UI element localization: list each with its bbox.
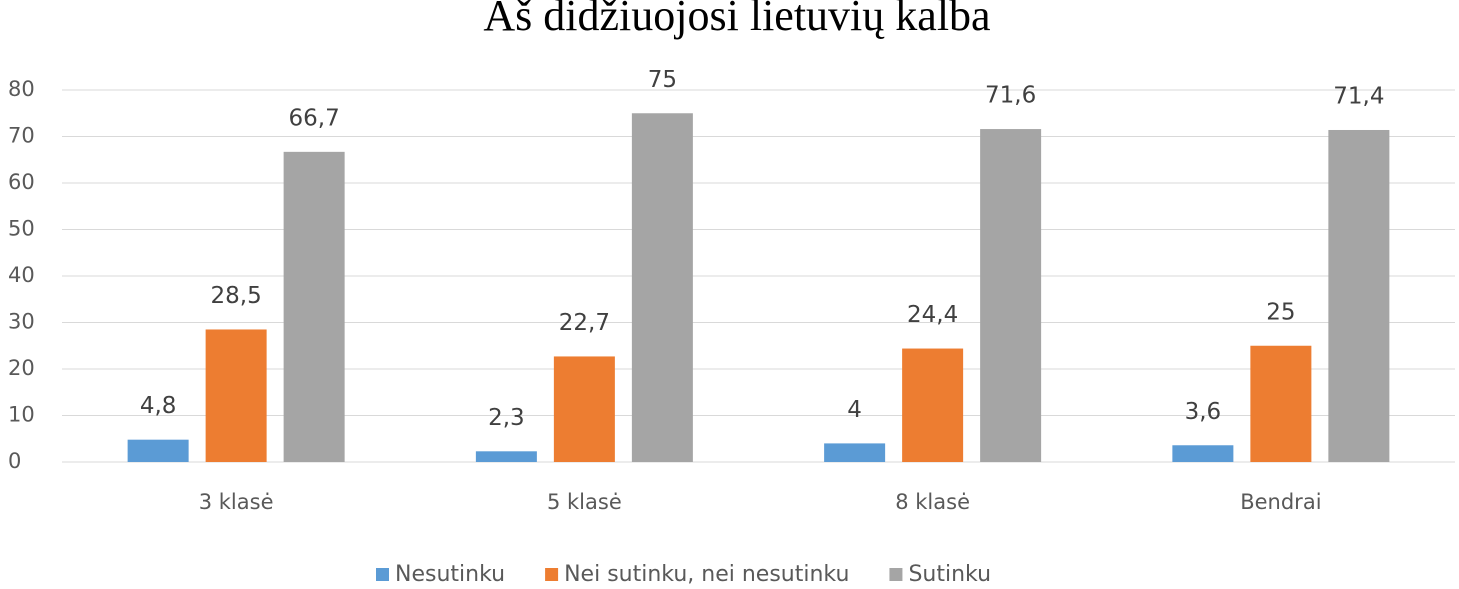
y-tick-label: 10 <box>8 403 35 427</box>
bar <box>553 356 615 462</box>
value-label: 2,3 <box>488 405 525 431</box>
value-label: 71,4 <box>1333 83 1384 109</box>
legend-swatch <box>545 568 559 581</box>
y-tick-label: 30 <box>8 310 35 334</box>
bar <box>283 151 345 462</box>
value-label: 24,4 <box>907 302 958 328</box>
bar <box>1250 345 1312 462</box>
value-label: 75 <box>648 67 677 93</box>
value-label: 66,7 <box>289 105 340 131</box>
value-label: 71,6 <box>985 83 1036 109</box>
bar <box>824 443 886 462</box>
legend-label: Sutinku <box>908 562 991 587</box>
bar <box>631 113 693 462</box>
y-tick-label: 70 <box>8 124 35 148</box>
x-tick-label: 3 klasė <box>199 490 274 514</box>
bar <box>902 348 964 462</box>
y-tick-label: 50 <box>8 217 35 241</box>
value-label: 22,7 <box>559 310 610 336</box>
bar <box>127 439 189 462</box>
legend-swatch <box>376 568 389 581</box>
bar <box>475 451 537 462</box>
bar <box>1172 445 1234 462</box>
bar <box>1328 129 1390 463</box>
y-tick-label: 60 <box>8 170 35 194</box>
value-label: 4 <box>847 397 862 423</box>
value-label: 28,5 <box>211 283 262 309</box>
legend-label: Nesutinku <box>395 562 505 587</box>
bar <box>205 329 267 462</box>
y-tick-label: 20 <box>8 356 35 380</box>
value-label: 25 <box>1266 299 1295 325</box>
bar <box>980 129 1042 462</box>
y-tick-label: 0 <box>8 449 21 473</box>
value-label: 4,8 <box>140 393 177 419</box>
x-tick-label: 8 klasė <box>895 490 970 514</box>
y-tick-label: 80 <box>8 77 35 101</box>
legend-label: Nei sutinku, nei nesutinku <box>564 562 849 587</box>
legend-swatch <box>889 568 903 581</box>
chart-title: Aš didžiuojosi lietuvių kalba <box>483 0 990 40</box>
y-tick-label: 40 <box>8 263 35 287</box>
x-tick-label: Bendrai <box>1240 490 1321 514</box>
x-tick-label: 5 klasė <box>547 490 622 514</box>
value-label: 3,6 <box>1185 399 1222 425</box>
